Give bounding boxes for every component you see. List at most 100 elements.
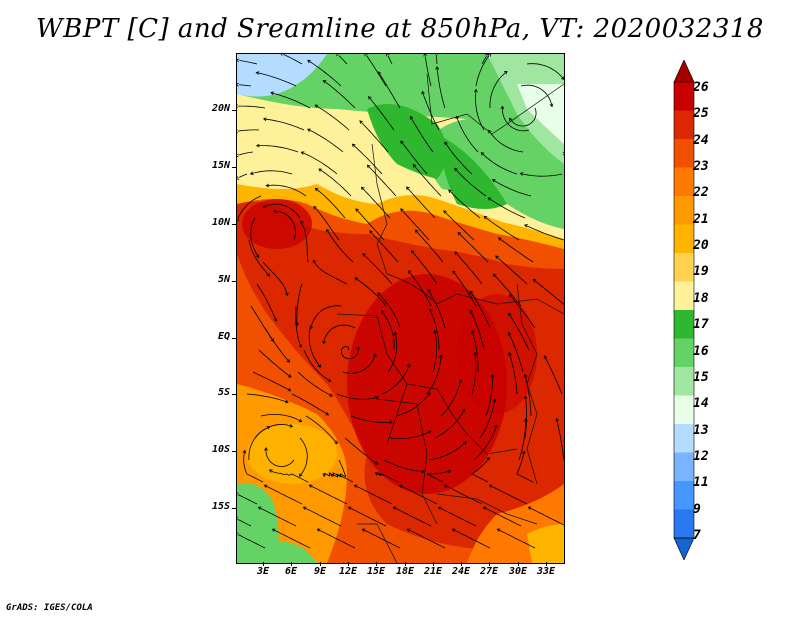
colorbar-segment (674, 310, 694, 339)
streamline-arrow (560, 76, 564, 80)
streamline (483, 506, 522, 527)
streamline (400, 140, 428, 175)
streamline (314, 104, 350, 131)
streamline (256, 145, 299, 153)
colorbar-label: 25 (693, 106, 709, 122)
x-axis-tick (291, 562, 292, 566)
streamline (303, 349, 331, 382)
streamline (393, 506, 432, 527)
colorbar-label: 26 (693, 80, 709, 95)
streamline (354, 277, 387, 307)
country-borders (336, 73, 564, 563)
streamline-arrow (374, 461, 379, 465)
colorbar-label: 7 (693, 528, 701, 543)
streamline (273, 210, 296, 241)
streamline-arrow (488, 484, 493, 488)
streamline (457, 232, 489, 263)
streamline (305, 415, 338, 444)
streamline (377, 292, 401, 329)
streamline-arrow (351, 143, 356, 148)
streamline (263, 118, 305, 131)
streamline (407, 528, 446, 549)
y-axis-tick (232, 281, 236, 282)
streamline (524, 224, 564, 241)
streamline (313, 260, 348, 285)
streamline (239, 60, 258, 65)
streamline-arrow (508, 312, 512, 317)
streamline (291, 393, 329, 416)
streamline-arrow (307, 128, 311, 133)
streamline-arrow (381, 310, 385, 314)
streamline-arrow (532, 279, 537, 283)
streamline-arrow (237, 176, 240, 180)
colorbar-segment (674, 424, 694, 453)
streamline-arrow (500, 105, 505, 110)
streamline (300, 220, 309, 263)
colorbar-label: 22 (693, 185, 709, 201)
streamline (533, 279, 564, 305)
streamline-arrow (287, 387, 292, 392)
streamline (387, 55, 393, 65)
streamline-arrow (524, 224, 528, 228)
streamline (475, 55, 490, 87)
streamline (238, 151, 254, 156)
streamline-arrow (255, 254, 260, 259)
x-axis-label: 18E (395, 566, 415, 577)
streamline (348, 506, 387, 527)
streamline (473, 425, 498, 461)
streamline-arrow (317, 364, 322, 368)
streamline-arrow (286, 359, 291, 363)
streamline-arrow (507, 331, 512, 336)
streamline (352, 143, 383, 175)
streamline (344, 437, 379, 465)
streamline-arrow (414, 229, 419, 234)
x-axis-label: 9E (313, 566, 327, 577)
streamline-arrow (487, 54, 491, 57)
colorbar-label: 13 (693, 422, 709, 438)
streamline-arrow (409, 115, 414, 120)
streamline (250, 170, 293, 175)
streamline (489, 484, 528, 505)
y-axis-label: 10S (211, 444, 230, 455)
x-axis-tick (489, 562, 490, 566)
streamline-arrow (508, 352, 512, 356)
streamline-arrow (271, 528, 276, 532)
x-axis-label: 6E (284, 566, 298, 577)
streamline-arrow (503, 70, 508, 75)
streamline (471, 330, 479, 373)
streamline-arrow (314, 187, 319, 192)
streamline (269, 469, 309, 483)
streamline-arrow (412, 163, 417, 168)
y-axis-label: 20N (211, 103, 230, 114)
streamline-arrow (289, 423, 294, 428)
streamline-arrow (298, 473, 303, 477)
streamline-arrow (463, 441, 467, 445)
streamline (270, 92, 311, 109)
streamline (317, 528, 356, 549)
streamline (238, 534, 266, 549)
streamline (262, 261, 288, 296)
colorbar-segment (674, 167, 694, 197)
streamline (308, 327, 321, 368)
streamline (497, 528, 536, 549)
streamline (342, 353, 376, 374)
y-axis-tick (232, 394, 236, 395)
y-axis-tick (232, 167, 236, 168)
streamline-arrow (447, 469, 452, 474)
streamline-arrow (369, 230, 373, 234)
streamline (258, 506, 297, 527)
colorbar-label: 14 (693, 396, 709, 412)
streamline (424, 56, 432, 87)
streamline (238, 129, 260, 132)
streamline (362, 253, 393, 285)
streamline (436, 54, 438, 65)
streamline (378, 71, 401, 109)
streamline-arrow (368, 96, 372, 100)
streamline-arrow (406, 186, 410, 191)
streamline (283, 54, 303, 65)
streamline (508, 332, 524, 373)
streamline (411, 250, 438, 285)
streamline (498, 237, 534, 263)
streamline (444, 141, 473, 175)
streamline (238, 105, 266, 109)
